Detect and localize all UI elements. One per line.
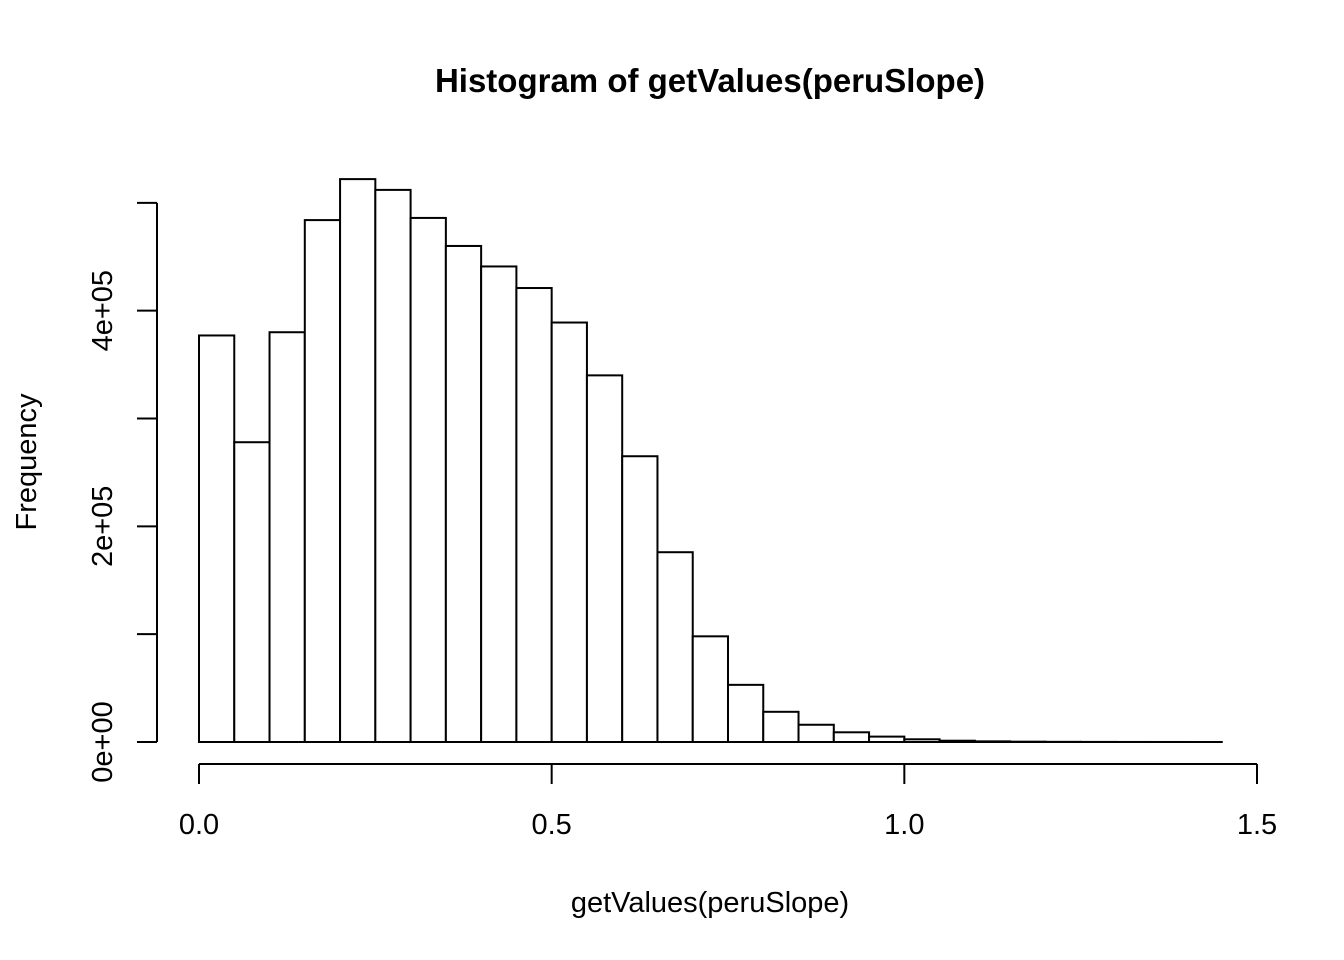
- histogram-bar: [303, 219, 342, 744]
- histogram-bar: [726, 683, 765, 743]
- histogram-bar: [621, 455, 659, 743]
- histogram-bar: [480, 265, 518, 743]
- chart-title: Histogram of getValues(peruSlope): [435, 62, 985, 99]
- histogram-bar: [268, 331, 306, 743]
- histogram-bar: [198, 334, 236, 743]
- histogram-bar: [973, 740, 1012, 744]
- histogram-bar: [656, 551, 694, 744]
- histogram-bar: [903, 738, 941, 744]
- y-axis: 0e+00 2e+05 4e+05: [87, 201, 158, 783]
- histogram-bar: [938, 739, 976, 743]
- x-tick-label: 0.0: [179, 809, 219, 841]
- histogram-bar: [409, 216, 447, 743]
- histogram-bar: [585, 374, 624, 743]
- histogram-bars: [198, 178, 1223, 744]
- histogram-bar: [339, 178, 377, 743]
- histogram-bar: [691, 635, 729, 744]
- histogram-bar: [233, 441, 271, 743]
- y-tick-label: 2e+05: [87, 486, 119, 567]
- x-tick-label: 1.5: [1237, 809, 1277, 841]
- histogram-bar: [832, 731, 871, 744]
- histogram-bar: [550, 321, 588, 743]
- histogram-bar: [515, 287, 553, 743]
- histogram-bar: [374, 188, 412, 744]
- histogram-bar: [444, 244, 483, 743]
- x-tick-label: 1.0: [884, 809, 924, 841]
- x-axis-label: getValues(peruSlope): [571, 887, 849, 919]
- x-axis: 0.0 0.5 1.0 1.5: [179, 763, 1277, 841]
- histogram-bar: [762, 710, 800, 744]
- y-tick-label: 0e+00: [87, 701, 119, 782]
- y-axis-label: Frequency: [11, 393, 43, 531]
- x-tick-label: 0.5: [532, 809, 572, 841]
- histogram-bar: [868, 735, 906, 743]
- y-tick-label: 4e+05: [87, 270, 119, 351]
- histogram-bar: [797, 723, 835, 743]
